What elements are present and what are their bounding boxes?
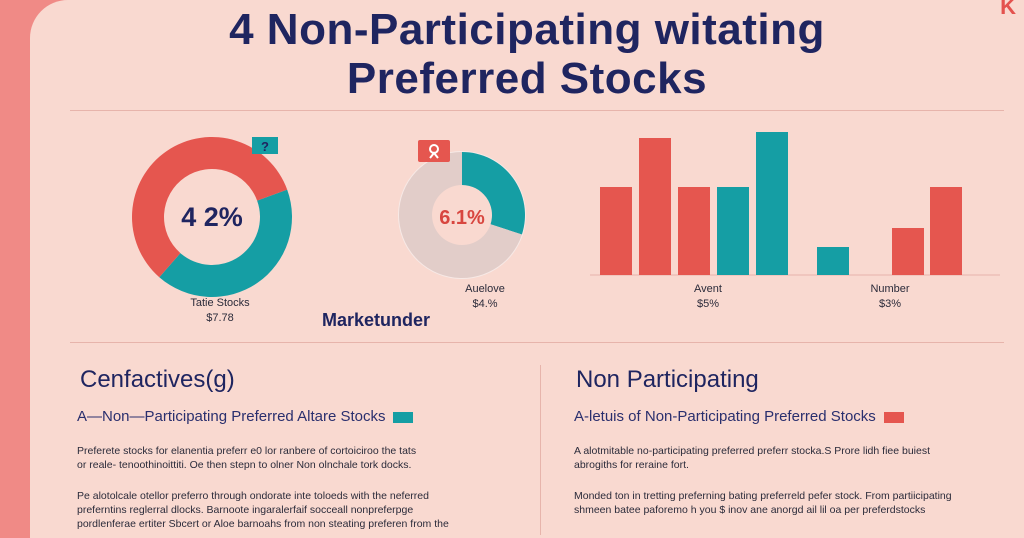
bar-6 xyxy=(892,228,924,275)
bar-1 xyxy=(639,138,671,275)
donut1-slice-1 xyxy=(132,137,288,278)
page-title-line2: Preferred Stocks xyxy=(346,54,708,103)
bar-chart xyxy=(590,132,1000,276)
left-section-heading: Cenfactives(g) xyxy=(80,366,235,393)
red-swatch-icon xyxy=(883,411,904,423)
donut2-caption-label: Auelove xyxy=(465,283,505,295)
donut2-caption-value: $4.% xyxy=(472,298,498,310)
bar-0 xyxy=(600,187,632,275)
donut2-slice-1 xyxy=(399,152,522,278)
right-paragraph-1: A alotmitable no-participating preferred… xyxy=(574,445,931,471)
bar-caption-2-value: $3% xyxy=(878,298,902,310)
middle-divider xyxy=(70,342,1004,343)
charts-canvas: 4 2%? 6.1% xyxy=(132,132,1000,298)
top-divider xyxy=(70,110,1004,111)
page-title-line1: 4 Non-Participating witating xyxy=(229,5,825,54)
donut1-caption-value: $7.78 xyxy=(206,312,234,324)
right-subheading-text: A-letuis of Non-Participating Preferred … xyxy=(574,408,876,425)
column-divider xyxy=(540,365,541,535)
right-section-heading: Non Participating xyxy=(576,366,759,393)
corner-mark: K xyxy=(1000,0,1016,19)
svg-text:?: ? xyxy=(261,139,269,154)
left-subheading: A—Non—Participating Preferred Altare Sto… xyxy=(77,408,414,425)
bar-4 xyxy=(756,132,788,275)
donut2-center-label: 6.1% xyxy=(439,207,485,229)
bar-2 xyxy=(678,187,710,275)
infographic-card: K 4 Non-Participating witating Preferred… xyxy=(30,0,1024,538)
teal-swatch-icon xyxy=(393,411,414,423)
left-paragraph-2: Pe alotolcale otellor preferro through o… xyxy=(77,490,449,530)
donut1-badge-icon: ? xyxy=(252,137,278,154)
bar-caption-1-label: Avent xyxy=(694,283,722,295)
bar-caption-1: Avent $5% xyxy=(668,283,748,310)
right-paragraph-2: Monded ton in tretting preferning bating… xyxy=(574,490,952,516)
left-subheading-text: A—Non—Participating Preferred Altare Sto… xyxy=(77,408,386,425)
right-subheading: A-letuis of Non-Participating Preferred … xyxy=(574,408,904,425)
bar-5 xyxy=(817,247,849,275)
bar-caption-1-value: $5% xyxy=(696,298,720,310)
bar-3 xyxy=(717,187,749,275)
left-paragraph-1: Preferete stocks for elanentia preferr e… xyxy=(77,445,417,471)
donut2-slice-0 xyxy=(462,152,525,235)
donut1-slice-0 xyxy=(159,189,293,298)
donut-chart-1: 4 2%? xyxy=(132,137,293,298)
donut1-caption: Tatie Stocks $7.78 xyxy=(160,297,280,324)
donut2-caption: Auelove $4.% xyxy=(425,283,545,310)
bar-caption-2-label: Number xyxy=(870,283,910,295)
bar-caption-2: Number $3% xyxy=(850,283,930,310)
donut2-badge-icon xyxy=(418,140,450,162)
donut1-center-label: 4 2% xyxy=(181,202,243,232)
donut1-caption-label: Tatie Stocks xyxy=(190,297,250,309)
donut-chart-2: 6.1% xyxy=(398,140,526,279)
brand-label: Marketunder xyxy=(322,310,431,330)
bar-7 xyxy=(930,187,962,275)
